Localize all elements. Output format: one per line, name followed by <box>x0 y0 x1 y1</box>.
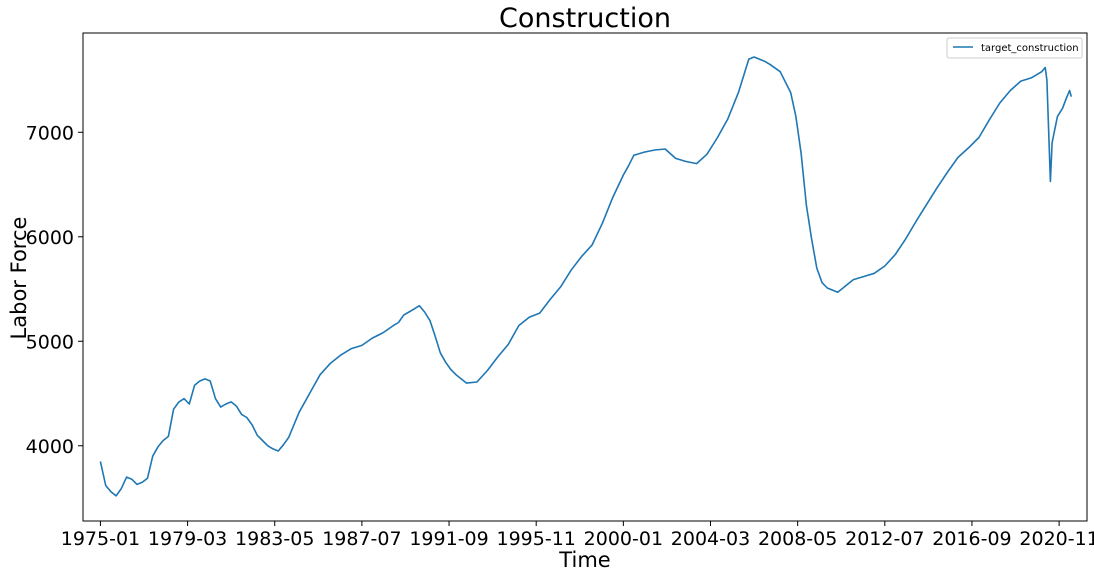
x-axis: 1975-01 1979-03 1983-05 1987-07 1991-09 1995-… <box>61 521 1094 550</box>
chart-title: Construction <box>499 3 671 34</box>
y-tick-label: 5000 <box>26 331 74 353</box>
x-tick-label: 2012-07 <box>845 528 924 550</box>
y-tick-label: 7000 <box>26 122 74 144</box>
x-tick-label: 1987-07 <box>322 528 401 550</box>
y-tick-label: 4000 <box>26 436 74 458</box>
plot-area <box>82 32 1088 522</box>
x-tick-label: 1995-11 <box>496 528 575 550</box>
x-tick-label: 1991-09 <box>409 528 488 550</box>
legend-label: target_construction <box>981 43 1079 54</box>
legend-box <box>946 37 1083 59</box>
y-tick-label: 6000 <box>26 227 74 249</box>
x-tick-label: 2000-01 <box>584 528 663 550</box>
y-axis-label: Labor Force <box>7 217 31 340</box>
series-line-target-construction <box>99 56 1073 497</box>
x-tick-label: 1979-03 <box>148 528 227 550</box>
x-axis-label: Time <box>558 548 610 572</box>
x-tick-label: 1983-05 <box>235 528 314 550</box>
x-tick-label: 2020-11 <box>1019 528 1094 550</box>
legend: target_construction <box>946 37 1083 59</box>
y-axis: 4000 5000 6000 7000 <box>26 122 83 458</box>
x-tick-label: 1975-01 <box>61 528 140 550</box>
x-tick-label: 2004-03 <box>671 528 750 550</box>
x-tick-label: 2008-05 <box>758 528 837 550</box>
x-tick-label: 2016-09 <box>932 528 1011 550</box>
